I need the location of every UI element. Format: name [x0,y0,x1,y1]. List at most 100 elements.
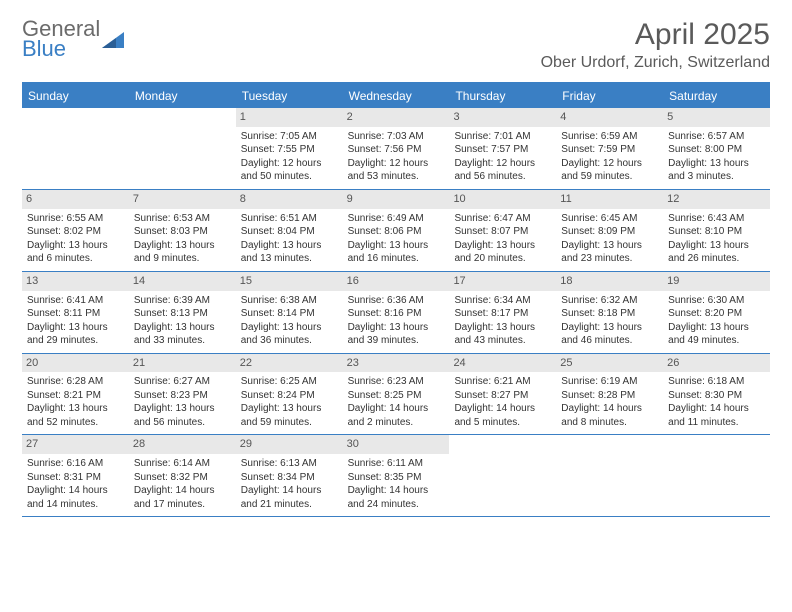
calendar-week: 13Sunrise: 6:41 AMSunset: 8:11 PMDayligh… [22,272,770,354]
sunrise-text: Sunrise: 6:21 AM [454,375,551,389]
daylight-text: Daylight: 14 hours and 24 minutes. [348,484,445,511]
day-number: 4 [556,108,663,127]
sunrise-text: Sunrise: 6:47 AM [454,212,551,226]
day-header-row: SundayMondayTuesdayWednesdayThursdayFrid… [22,84,770,108]
calendar-day-empty [556,435,663,516]
day-number: 8 [236,190,343,209]
daylight-text: Daylight: 13 hours and 36 minutes. [241,321,338,348]
day-header-cell: Friday [556,84,663,108]
daylight-text: Daylight: 12 hours and 56 minutes. [454,157,551,184]
sunset-text: Sunset: 8:20 PM [668,307,765,321]
sunrise-text: Sunrise: 6:38 AM [241,294,338,308]
sunset-text: Sunset: 7:56 PM [348,143,445,157]
sunset-text: Sunset: 8:27 PM [454,389,551,403]
calendar-day: 14 Sunrise: 6:39 AMSunset: 8:13 PMDayligh… [129,272,236,353]
daylight-text: Daylight: 13 hours and 3 minutes. [668,157,765,184]
sunset-text: Sunset: 8:00 PM [668,143,765,157]
sunrise-text: Sunrise: 6:27 AM [134,375,231,389]
sunrise-text: Sunrise: 6:32 AM [561,294,658,308]
calendar-day: 25Sunrise: 6:19 AMSunset: 8:28 PMDayligh… [556,354,663,435]
daylight-text: Daylight: 13 hours and 43 minutes. [454,321,551,348]
sunset-text: Sunset: 8:31 PM [27,471,124,485]
sunrise-text: Sunrise: 6:23 AM [348,375,445,389]
daylight-text: Daylight: 13 hours and 49 minutes. [668,321,765,348]
calendar-day: 28Sunrise: 6:14 AMSunset: 8:32 PMDayligh… [129,435,236,516]
calendar-day: 11Sunrise: 6:45 AMSunset: 8:09 PMDayligh… [556,190,663,271]
sunset-text: Sunset: 8:24 PM [241,389,338,403]
calendar-day: 17Sunrise: 6:34 AMSunset: 8:17 PMDayligh… [449,272,556,353]
day-number: 5 [663,108,770,127]
sunset-text: Sunset: 8:04 PM [241,225,338,239]
calendar-day: 1Sunrise: 7:05 AMSunset: 7:55 PMDaylight… [236,108,343,189]
calendar-day: 18Sunrise: 6:32 AMSunset: 8:18 PMDayligh… [556,272,663,353]
calendar-day: 7Sunrise: 6:53 AMSunset: 8:03 PMDaylight… [129,190,236,271]
calendar-day: 8Sunrise: 6:51 AMSunset: 8:04 PMDaylight… [236,190,343,271]
calendar-day-empty [22,108,129,189]
sunrise-text: Sunrise: 6:28 AM [27,375,124,389]
calendar-body: 1Sunrise: 7:05 AMSunset: 7:55 PMDaylight… [22,108,770,517]
sunset-text: Sunset: 8:17 PM [454,307,551,321]
daylight-text: Daylight: 13 hours and 20 minutes. [454,239,551,266]
day-number: 1 [236,108,343,127]
calendar-day: 23Sunrise: 6:23 AMSunset: 8:25 PMDayligh… [343,354,450,435]
daylight-text: Daylight: 13 hours and 46 minutes. [561,321,658,348]
calendar-day: 20Sunrise: 6:28 AMSunset: 8:21 PMDayligh… [22,354,129,435]
calendar-week: 20Sunrise: 6:28 AMSunset: 8:21 PMDayligh… [22,354,770,436]
daylight-text: Daylight: 13 hours and 16 minutes. [348,239,445,266]
daylight-text: Daylight: 13 hours and 39 minutes. [348,321,445,348]
day-number: 23 [343,354,450,373]
calendar-day: 24Sunrise: 6:21 AMSunset: 8:27 PMDayligh… [449,354,556,435]
sunset-text: Sunset: 8:03 PM [134,225,231,239]
calendar-day: 27Sunrise: 6:16 AMSunset: 8:31 PMDayligh… [22,435,129,516]
calendar-day: 2Sunrise: 7:03 AMSunset: 7:56 PMDaylight… [343,108,450,189]
sunrise-text: Sunrise: 6:18 AM [668,375,765,389]
day-header-cell: Thursday [449,84,556,108]
sunrise-text: Sunrise: 7:05 AM [241,130,338,144]
calendar-day-empty [663,435,770,516]
page-subtitle: Ober Urdorf, Zurich, Switzerland [541,54,770,72]
calendar-day: 4Sunrise: 6:59 AMSunset: 7:59 PMDaylight… [556,108,663,189]
day-number: 18 [556,272,663,291]
calendar-day: 26Sunrise: 6:18 AMSunset: 8:30 PMDayligh… [663,354,770,435]
sunset-text: Sunset: 8:28 PM [561,389,658,403]
sunset-text: Sunset: 8:06 PM [348,225,445,239]
sunrise-text: Sunrise: 6:34 AM [454,294,551,308]
sunset-text: Sunset: 8:21 PM [27,389,124,403]
daylight-text: Daylight: 13 hours and 29 minutes. [27,321,124,348]
sunset-text: Sunset: 8:13 PM [134,307,231,321]
daylight-text: Daylight: 13 hours and 23 minutes. [561,239,658,266]
calendar-day: 22Sunrise: 6:25 AMSunset: 8:24 PMDayligh… [236,354,343,435]
sunrise-text: Sunrise: 6:11 AM [348,457,445,471]
daylight-text: Daylight: 13 hours and 26 minutes. [668,239,765,266]
sunrise-text: Sunrise: 6:39 AM [134,294,231,308]
sunset-text: Sunset: 8:07 PM [454,225,551,239]
sunrise-text: Sunrise: 6:45 AM [561,212,658,226]
day-header-cell: Wednesday [343,84,450,108]
sunrise-text: Sunrise: 6:59 AM [561,130,658,144]
day-number: 19 [663,272,770,291]
sunrise-text: Sunrise: 6:53 AM [134,212,231,226]
day-header-cell: Tuesday [236,84,343,108]
sunset-text: Sunset: 8:14 PM [241,307,338,321]
calendar-day: 10Sunrise: 6:47 AMSunset: 8:07 PMDayligh… [449,190,556,271]
daylight-text: Daylight: 12 hours and 50 minutes. [241,157,338,184]
day-header-cell: Sunday [22,84,129,108]
day-number: 6 [22,190,129,209]
calendar-day: 12Sunrise: 6:43 AMSunset: 8:10 PMDayligh… [663,190,770,271]
daylight-text: Daylight: 14 hours and 17 minutes. [134,484,231,511]
day-header-cell: Saturday [663,84,770,108]
sunrise-text: Sunrise: 7:01 AM [454,130,551,144]
sunrise-text: Sunrise: 6:51 AM [241,212,338,226]
daylight-text: Daylight: 14 hours and 8 minutes. [561,402,658,429]
calendar-page: General Blue April 2025 Ober Urdorf, Zur… [0,0,792,535]
daylight-text: Daylight: 13 hours and 59 minutes. [241,402,338,429]
logo-line2: Blue [22,38,100,60]
day-number: 12 [663,190,770,209]
calendar-day: 5Sunrise: 6:57 AMSunset: 8:00 PMDaylight… [663,108,770,189]
day-number: 11 [556,190,663,209]
sunrise-text: Sunrise: 6:43 AM [668,212,765,226]
day-number: 14 [129,272,236,291]
sunset-text: Sunset: 8:30 PM [668,389,765,403]
day-number: 25 [556,354,663,373]
daylight-text: Daylight: 13 hours and 33 minutes. [134,321,231,348]
